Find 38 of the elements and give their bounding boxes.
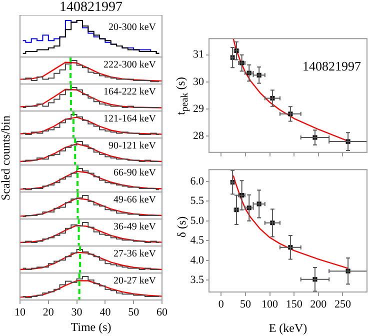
x-tick-label: 50 [240,298,252,310]
x-axis-title: Time (s) [70,320,112,334]
annotation: 140821997 [302,58,362,74]
y-tick-label: 5.0 [190,214,204,227]
y-tick-label: 3.5 [190,274,204,286]
y-tick-label: 28 [193,130,204,142]
chart-title: 140821997 [58,0,124,16]
x-tick-label: 20 [42,306,54,318]
y-tick-label: 4.5 [190,234,204,247]
annotation: 20-300 keV [108,22,157,34]
y-axis-title: Scaled counts/bin [0,115,14,200]
x-tick-label: 40 [100,306,112,318]
x-tick-label: 250 [334,298,352,310]
annotation: 222-300 keV [104,60,157,71]
x-tick-label: 200 [310,298,328,310]
x-tick-label: 10 [14,306,26,318]
x-tick-label: 50 [128,306,140,318]
annotation: 90-121 keV [108,140,157,152]
x-tick-label: 30 [71,306,83,318]
y-tick-label: 6.0 [190,175,204,188]
annotation: 49-66 keV [114,194,157,206]
y-tick-label: 31 [193,48,204,61]
annotation: 36-49 keV [114,222,157,233]
y-axis-title: δ (s) [174,216,190,238]
x-axis-title: E (keV) [268,320,308,335]
x-tick-label: 60 [156,306,168,318]
x-tick-label: 150 [286,298,303,310]
y-tick-label: 29 [193,102,204,115]
y-tick-label: 30 [193,76,204,88]
annotation: 66-90 keV [114,168,157,179]
y-tick-label: 5.5 [190,195,204,208]
x-tick-label: 0 [218,298,224,310]
y-tick-label: 4.0 [190,254,204,266]
annotation: 164-222 keV [104,86,157,98]
x-tick-label: 100 [262,298,279,310]
annotation: 20-27 keV [114,276,157,287]
annotation: 27-36 keV [114,248,157,260]
annotation: 121-164 keV [104,114,157,125]
